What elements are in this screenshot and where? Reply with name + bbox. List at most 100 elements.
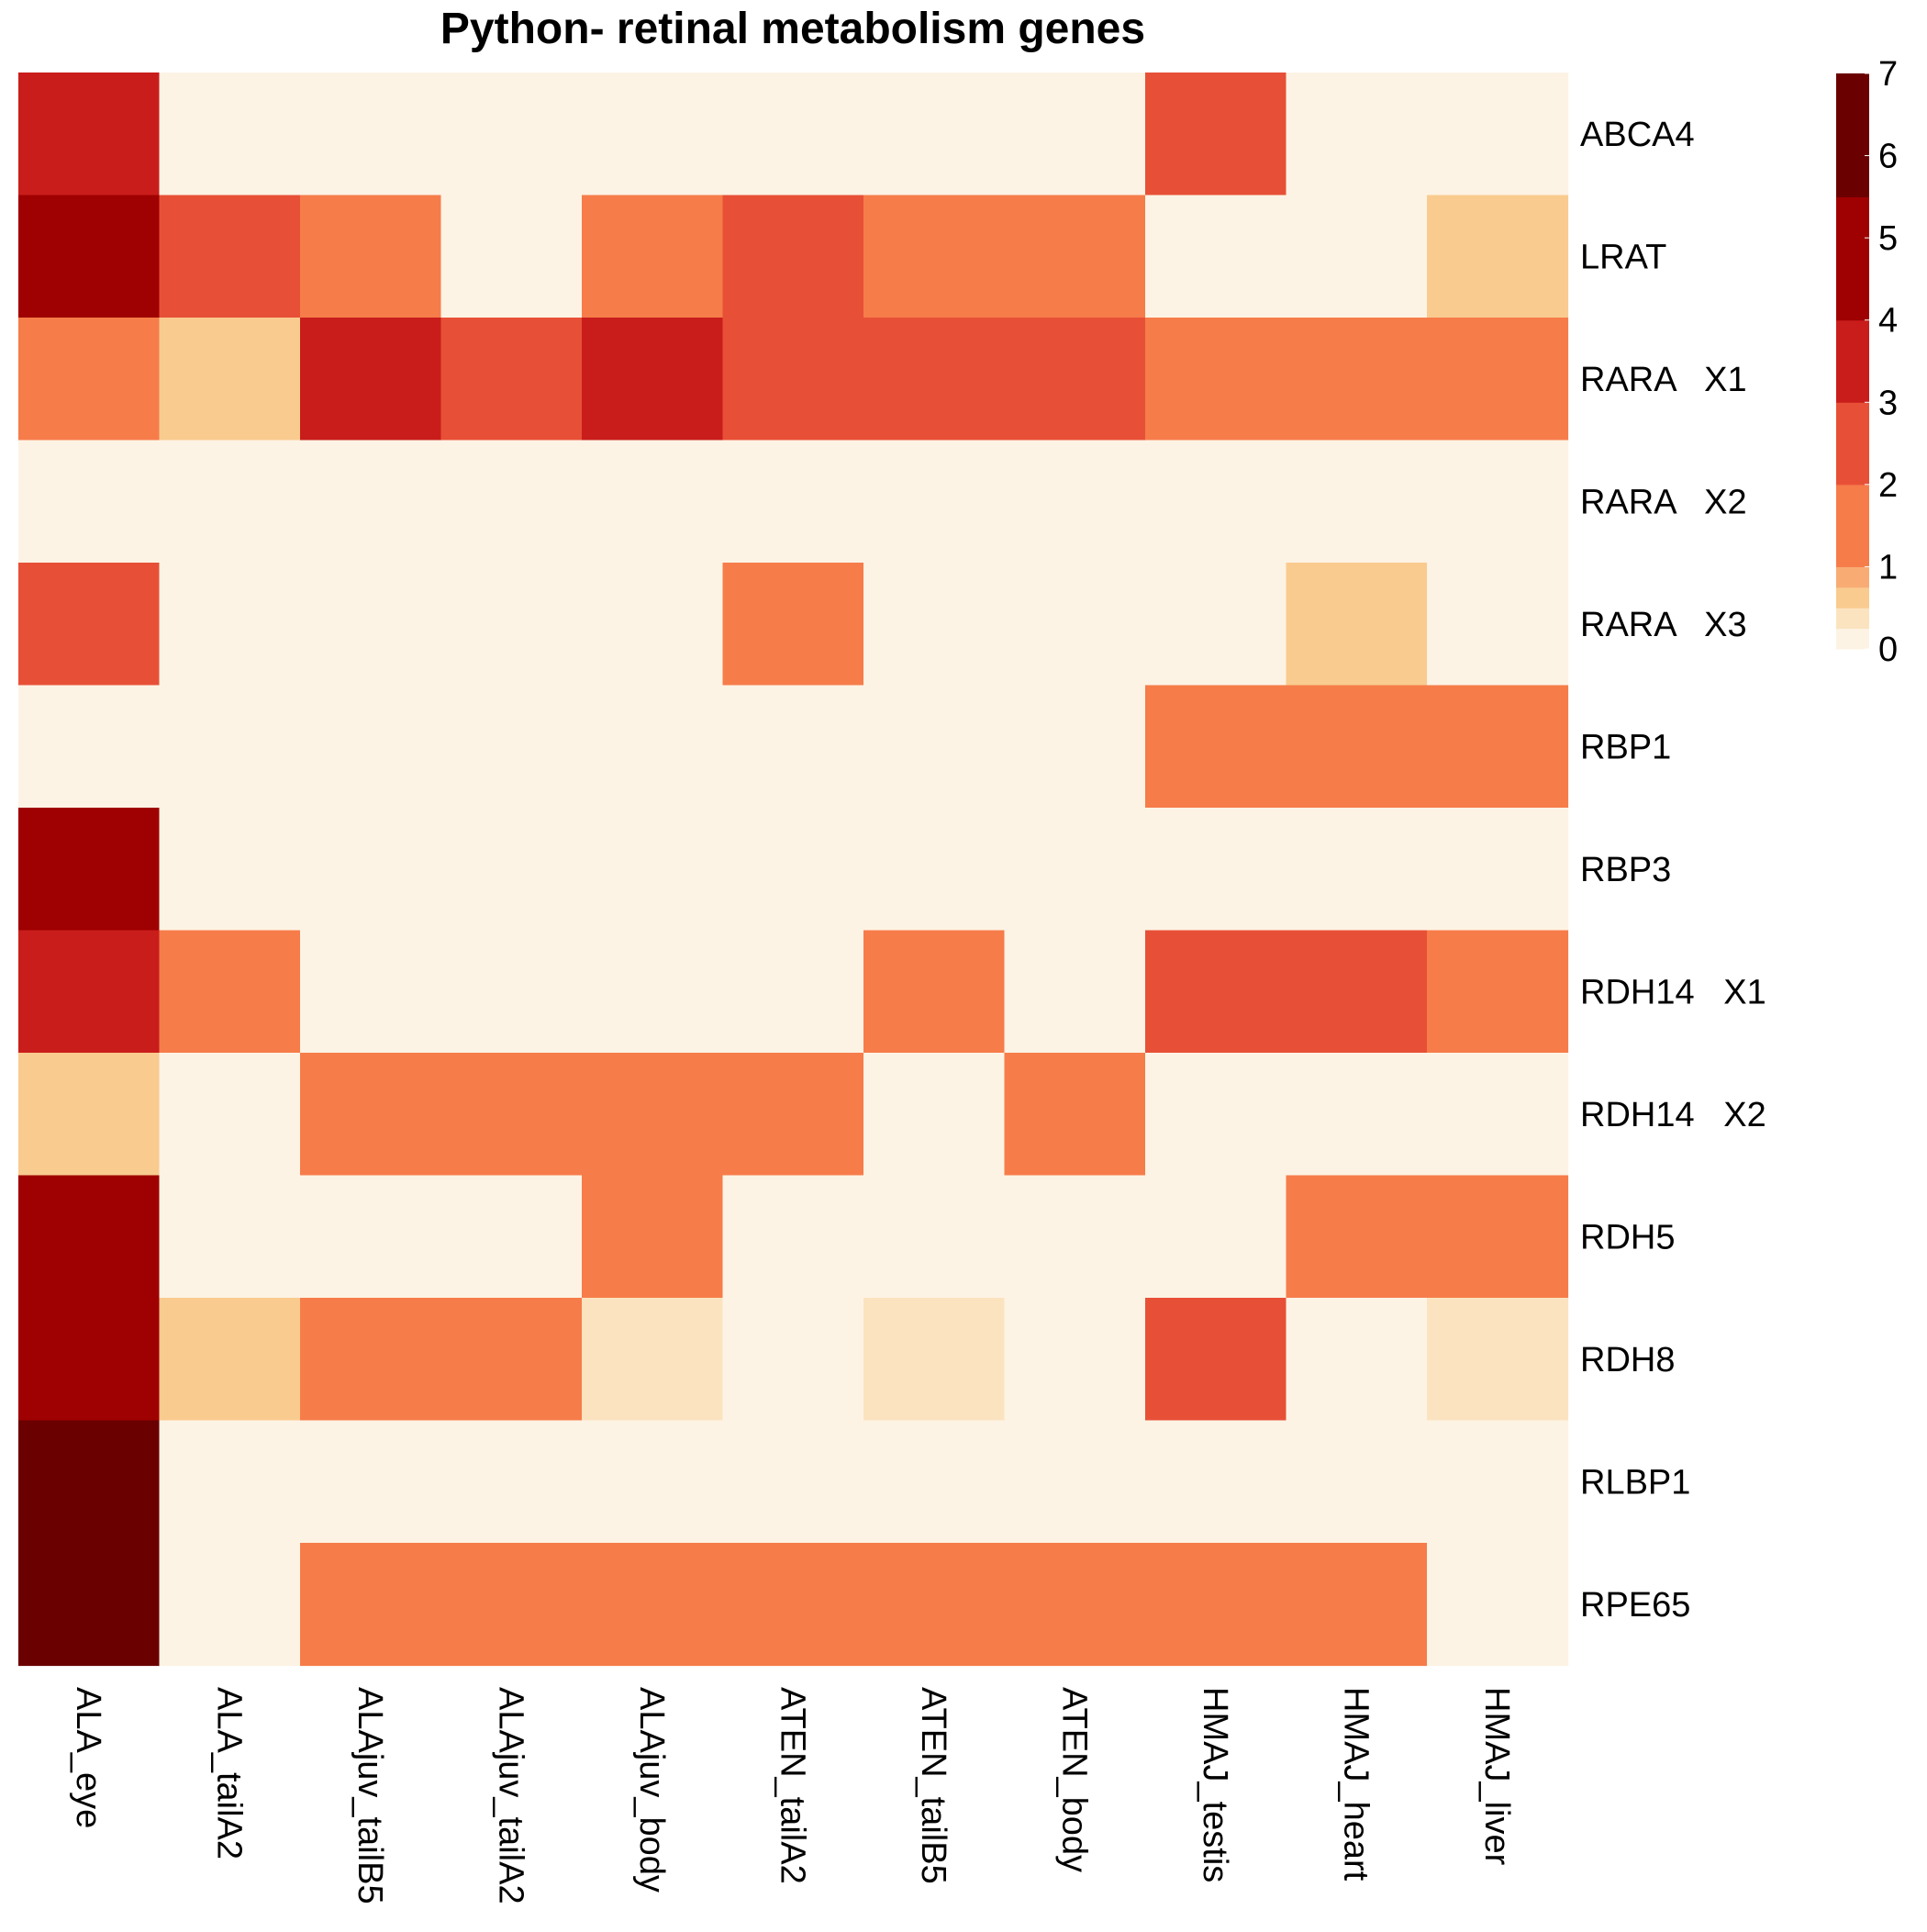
heatmap-cell — [159, 195, 301, 318]
colorbar-tick-label: 7 — [1878, 55, 1898, 94]
heatmap-cell — [440, 930, 583, 1054]
heatmap-cell — [1427, 930, 1569, 1054]
heatmap-cell — [300, 1298, 442, 1422]
row-label: RDH5 — [1580, 1218, 1675, 1256]
heatmap-cell — [582, 318, 724, 441]
heatmap-cell — [440, 563, 583, 687]
heatmap-cell — [1004, 1053, 1146, 1177]
heatmap-cell — [1286, 440, 1428, 564]
heatmap-cell — [1145, 685, 1287, 809]
column-label: HMAJ_liver — [1477, 1687, 1516, 1866]
row-label: RDH14 X1 — [1580, 973, 1766, 1011]
colorbar-bin — [1836, 402, 1869, 486]
row-label: RARA X2 — [1580, 483, 1747, 521]
heatmap-cell — [440, 195, 583, 318]
row-label: RBP3 — [1580, 851, 1671, 889]
heatmap-cell — [863, 1420, 1006, 1544]
row-labels: ABCA4 LRAT RARA X1 RARA X2 RARA X3 RBP1 RBP3 RD… — [1580, 116, 1766, 1625]
heatmap-cell — [1286, 808, 1428, 932]
heatmap-cell — [159, 1298, 301, 1422]
column-label: ALAjuv_tailA2 — [491, 1687, 529, 1904]
row-label: RDH8 — [1580, 1341, 1675, 1379]
heatmap-cell — [300, 808, 442, 932]
heatmap-cell — [1004, 1543, 1146, 1667]
heatmap-cell — [1427, 1543, 1569, 1667]
heatmap-cell — [1427, 440, 1569, 564]
heatmap-cell — [1427, 318, 1569, 441]
heatmap-cell — [722, 1298, 864, 1422]
chart-title: Python- retinal metabolism genes — [440, 5, 1145, 53]
row-label: RLBP1 — [1580, 1463, 1690, 1502]
colorbar-bin — [1836, 586, 1869, 609]
heatmap-cell — [863, 73, 1006, 196]
heatmap-cell — [1004, 808, 1146, 932]
heatmap-cell — [863, 685, 1006, 809]
heatmap-cell — [1286, 73, 1428, 196]
heatmap-cell — [440, 318, 583, 441]
heatmap-cell — [1286, 1543, 1428, 1667]
heatmap-cell — [1004, 685, 1146, 809]
heatmap-cell — [18, 930, 161, 1054]
colorbar-tick-label: 4 — [1878, 302, 1898, 341]
heatmap-cell — [863, 1543, 1006, 1667]
heatmap-cell — [18, 73, 161, 196]
heatmap-cell — [863, 195, 1006, 318]
heatmap-cell — [1004, 73, 1146, 196]
heatmap-cell — [582, 1053, 724, 1177]
heatmap-cell — [300, 195, 442, 318]
heatmap-cell — [722, 195, 864, 318]
heatmap-cell — [722, 1175, 864, 1299]
heatmap-cell — [1004, 195, 1146, 318]
heatmap-cell — [300, 1420, 442, 1544]
column-label: HMAJ_heart — [1336, 1687, 1375, 1882]
heatmap-cell — [722, 930, 864, 1054]
heatmap-cell — [722, 318, 864, 441]
heatmap-cell — [722, 808, 864, 932]
heatmap-cell — [582, 195, 724, 318]
heatmap-cell — [1427, 195, 1569, 318]
row-label: ABCA4 — [1580, 116, 1695, 154]
heatmap-cell — [300, 1053, 442, 1177]
heatmap-cell — [1145, 1298, 1287, 1422]
row-label: RPE65 — [1580, 1586, 1690, 1625]
heatmap-cell — [722, 440, 864, 564]
heatmap-cell — [300, 563, 442, 687]
heatmap-cell — [863, 1053, 1006, 1177]
heatmap-cell — [159, 440, 301, 564]
heatmap-cell — [863, 808, 1006, 932]
colorbar-tick-label: 6 — [1878, 138, 1898, 176]
heatmap-cell — [1286, 1298, 1428, 1422]
row-label: RARA X1 — [1580, 361, 1747, 399]
heatmap-cell — [18, 1053, 161, 1177]
heatmap-cell — [1004, 1298, 1146, 1422]
heatmap-cell — [159, 1420, 301, 1544]
column-labels: ALA_eye ALA_tailA2 ALAjuv_tailB5 ALAjuv_tai… — [69, 1687, 1516, 1904]
heatmap-cell — [863, 1298, 1006, 1422]
heatmap-cell — [863, 563, 1006, 687]
heatmap-cell — [440, 440, 583, 564]
heatmap-cell — [863, 930, 1006, 1054]
heatmap-cell — [300, 930, 442, 1054]
heatmap-cell — [1004, 318, 1146, 441]
heatmap-cell — [18, 440, 161, 564]
heatmap-cell — [1286, 930, 1428, 1054]
heatmap-cell — [440, 1298, 583, 1422]
heatmap-cell — [159, 685, 301, 809]
heatmap-cell — [1145, 563, 1287, 687]
heatmap-cell — [1145, 440, 1287, 564]
heatmap-cell — [1004, 930, 1146, 1054]
heatmap-cell — [1286, 1053, 1428, 1177]
heatmap-cell — [1286, 318, 1428, 441]
heatmap-cell — [440, 1420, 583, 1544]
heatmap-cell — [1427, 73, 1569, 196]
column-label: ALA_eye — [69, 1687, 107, 1828]
heatmap-cell — [1427, 685, 1569, 809]
colorbar-tick-label: 0 — [1878, 631, 1898, 669]
colorbar-tick-label: 1 — [1878, 548, 1898, 586]
heatmap-cell — [1145, 1175, 1287, 1299]
heatmap-cell — [722, 73, 864, 196]
column-label: ATEN_tailB5 — [914, 1687, 952, 1884]
heatmap-cell — [1427, 1420, 1569, 1544]
heatmap-cell — [300, 318, 442, 441]
heatmap-cell — [1145, 808, 1287, 932]
